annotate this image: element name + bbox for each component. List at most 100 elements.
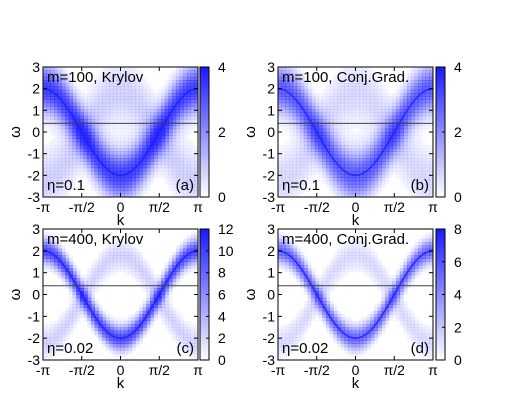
heatmap-cell (314, 304, 319, 308)
heatmap-cell (403, 174, 408, 178)
heatmap-cell (135, 343, 140, 348)
y-axis-label: ω (242, 126, 259, 138)
heatmap-cell (392, 161, 397, 165)
heatmap-cell (370, 138, 375, 143)
heatmap-cell (102, 76, 107, 81)
heatmap-cell (194, 261, 199, 266)
heatmap-cell (292, 125, 297, 130)
heatmap-cell (90, 271, 96, 276)
heatmap-cell (109, 187, 114, 191)
heatmap-cell (333, 161, 338, 165)
heatmap-cell (61, 115, 66, 120)
heatmap-cell (127, 340, 132, 345)
heatmap-cell (410, 67, 415, 71)
heatmap-cell (381, 132, 386, 136)
heatmap-cell (329, 330, 334, 335)
heatmap-cell (68, 177, 73, 182)
heatmap-cell (289, 346, 294, 351)
heatmap-cell (337, 76, 342, 81)
heatmap-cell (337, 80, 342, 84)
heatmap-cell (87, 287, 92, 292)
heatmap-cell (105, 138, 110, 143)
heatmap-cell (318, 174, 323, 178)
heatmap-cell (109, 320, 114, 325)
heatmap-cell (179, 80, 184, 84)
heatmap-cell (292, 245, 297, 250)
heatmap-cell (168, 76, 173, 81)
heatmap-cell (87, 99, 92, 104)
eta-label: η=0.02 (282, 340, 328, 357)
heatmap-cell (348, 255, 353, 259)
heatmap-cell (289, 161, 294, 165)
heatmap-cell (278, 76, 283, 81)
heatmap-cell (179, 154, 184, 159)
heatmap-cell (46, 93, 51, 97)
heatmap-cell (186, 268, 192, 272)
heatmap-cell (337, 135, 342, 139)
heatmap-cell (340, 122, 345, 126)
heatmap-cell (79, 89, 84, 94)
heatmap-cell (377, 141, 382, 146)
heatmap-cell (303, 125, 308, 130)
heatmap-cell (168, 184, 173, 188)
heatmap-cell (296, 333, 301, 338)
heatmap-cell (102, 138, 107, 143)
heatmap-cell (403, 109, 408, 113)
heatmap-cell (175, 245, 180, 250)
heatmap-cell (311, 109, 316, 113)
heatmap-cell (94, 80, 99, 84)
heatmap-cell (355, 112, 360, 117)
heatmap-cell (307, 86, 312, 91)
heatmap-cell (296, 109, 301, 113)
heatmap-cell (194, 112, 199, 117)
heatmap-cell (46, 333, 51, 338)
heatmap-cell (94, 177, 99, 182)
colorbar: 024 (199, 59, 226, 205)
heatmap-cell (337, 158, 342, 162)
heatmap-cell (429, 245, 434, 250)
heatmap-cell (61, 281, 66, 286)
heatmap-cell (396, 158, 401, 162)
heatmap-cell (54, 190, 59, 195)
heatmap-cell (403, 255, 407, 259)
heatmap-cell (124, 73, 129, 78)
heatmap-cell (146, 112, 151, 117)
heatmap-cell (396, 138, 401, 143)
heatmap-cell (344, 190, 349, 195)
heatmap-cell (43, 242, 48, 246)
heatmap-cell (359, 125, 364, 130)
heatmap-cell (109, 271, 114, 276)
heatmap-cell (179, 193, 184, 198)
heatmap-cell (172, 70, 177, 74)
heatmap-cell (54, 343, 59, 348)
heatmap-cell (168, 125, 173, 130)
heatmap-cell (61, 138, 66, 143)
heatmap-cell (157, 132, 162, 136)
heatmap-cell (366, 138, 371, 143)
heatmap-cell (109, 99, 114, 104)
heatmap-cell (194, 258, 199, 263)
heatmap-cell (161, 307, 166, 312)
heatmap-cell (410, 154, 415, 159)
heatmap-cell (50, 76, 55, 81)
heatmap-cell (94, 307, 99, 312)
heatmap-cell (127, 317, 132, 322)
heatmap-cell (50, 119, 55, 123)
heatmap-cell (183, 122, 188, 126)
heatmap-cell (57, 337, 62, 341)
heatmap-cell (153, 171, 158, 175)
heatmap-cell (175, 314, 180, 318)
heatmap-cell (186, 86, 192, 91)
heatmap-cell (172, 102, 177, 107)
heatmap-cell (421, 261, 427, 266)
heatmap-cell (292, 164, 297, 169)
heatmap-cell (355, 148, 360, 152)
heatmap-cell (153, 148, 158, 152)
heatmap-cell (190, 340, 195, 345)
heatmap-cell (311, 89, 316, 94)
heatmap-cell (300, 320, 305, 325)
heatmap-cell (175, 132, 180, 136)
heatmap-cell (157, 284, 162, 289)
heatmap-cell (116, 138, 121, 143)
heatmap-cell (54, 132, 59, 136)
